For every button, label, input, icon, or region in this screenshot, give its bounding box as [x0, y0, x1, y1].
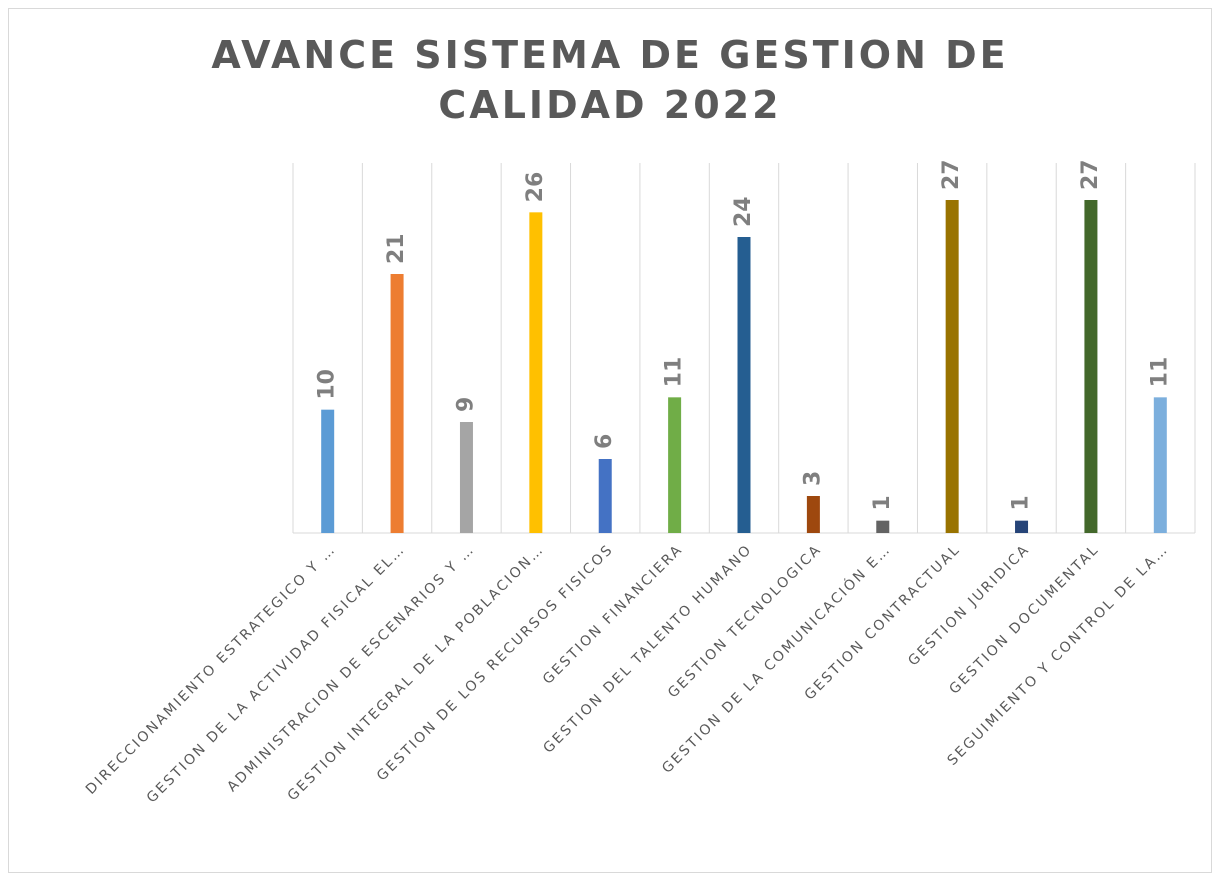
data-label: 1 [870, 495, 895, 510]
data-label: 24 [731, 196, 756, 227]
data-label: 10 [315, 369, 340, 400]
x-tick-label: GESTION INTEGRAL DE LA POBLACION… [285, 541, 548, 804]
bar [876, 520, 890, 533]
bar [945, 200, 959, 533]
x-tick-label: GESTION DE LOS RECURSOS FISICOS [374, 541, 617, 784]
x-tick-label: GESTION TECNOLOGICA [665, 541, 825, 701]
bar [459, 422, 473, 533]
x-tick-label: DIRECCIONAMIENTO ESTRATEGICO Y … [83, 541, 340, 798]
data-label: 21 [384, 233, 409, 264]
data-label: 27 [1078, 159, 1103, 190]
x-tick-label: GESTION DOCUMENTAL [946, 541, 1102, 697]
x-tick-label: ADMINISTRACION DE ESCENARIOS Y … [224, 541, 478, 795]
bar [737, 237, 751, 533]
x-tick-label: GESTION JURIDICA [905, 541, 1033, 669]
data-label: 1 [1009, 495, 1034, 510]
bar [1153, 397, 1167, 533]
data-label: 11 [662, 357, 687, 388]
bar [1015, 520, 1029, 533]
bar [529, 212, 543, 534]
bar [321, 409, 335, 533]
bar [390, 274, 404, 533]
data-label: 26 [523, 172, 548, 203]
bar [598, 459, 612, 533]
data-label: 9 [453, 397, 478, 412]
bar [806, 496, 820, 533]
x-tick-label: GESTION DE LA COMUNICACIÓN E… [658, 540, 895, 777]
x-tick-label: GESTION FINANCIERA [540, 541, 686, 687]
data-label: 27 [939, 159, 964, 190]
data-label: 3 [800, 471, 825, 486]
data-label: 11 [1147, 357, 1172, 388]
chart-border [8, 8, 1212, 873]
x-tick-label: GESTION DE LA ACTIVIDAD FISICAL EL… [144, 541, 409, 806]
chart-title: AVANCE SISTEMA DE GESTION DE CALIDAD 202… [211, 33, 1009, 127]
bar [668, 397, 682, 533]
bar [1084, 200, 1098, 533]
data-label: 6 [592, 434, 617, 449]
